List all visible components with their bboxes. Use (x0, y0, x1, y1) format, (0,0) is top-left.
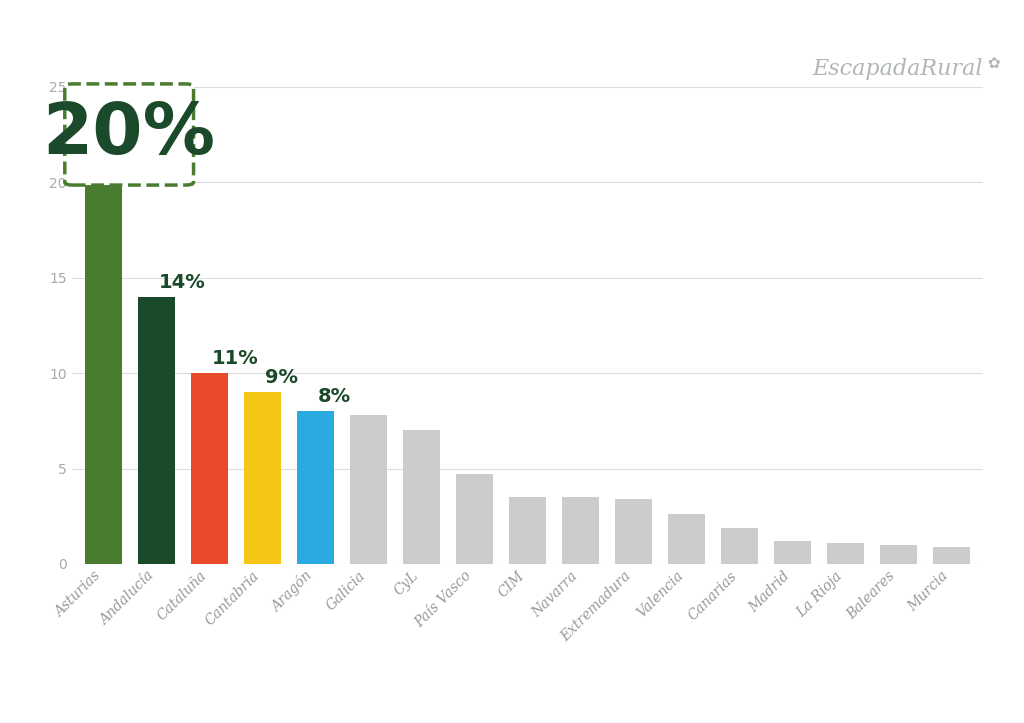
Bar (509, 497, 546, 564)
Bar (668, 514, 705, 564)
Bar (614, 499, 652, 564)
Text: ✿: ✿ (983, 56, 1000, 71)
FancyBboxPatch shape (65, 84, 194, 185)
Bar (297, 411, 334, 564)
Bar (138, 296, 175, 564)
Bar (774, 541, 811, 564)
Bar (880, 545, 916, 564)
Text: EscapadaRural: EscapadaRural (812, 58, 983, 80)
Bar (85, 182, 122, 564)
Bar (190, 373, 228, 564)
Text: 9%: 9% (265, 369, 298, 388)
Bar (350, 415, 387, 564)
Text: 8%: 8% (318, 388, 351, 406)
Text: 11%: 11% (212, 349, 259, 368)
Bar (244, 392, 281, 564)
Bar (402, 430, 440, 564)
Text: 20%: 20% (43, 100, 216, 169)
Bar (826, 543, 864, 564)
Bar (721, 528, 758, 564)
Bar (456, 474, 493, 564)
Text: 14%: 14% (159, 273, 206, 292)
Bar (562, 497, 599, 564)
Bar (933, 547, 970, 564)
